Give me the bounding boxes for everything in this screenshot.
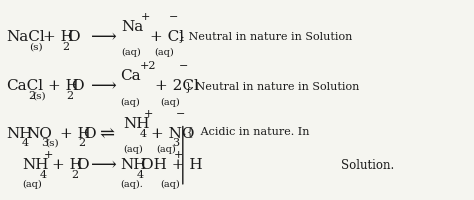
Text: Na: Na (121, 20, 144, 34)
Text: +: + (44, 150, 53, 160)
Text: −: − (176, 109, 185, 119)
Text: −: − (179, 61, 188, 71)
Text: +: + (173, 150, 183, 160)
Text: O: O (83, 127, 96, 141)
Text: 2: 2 (71, 170, 78, 180)
Text: 2: 2 (28, 91, 35, 101)
Text: NH: NH (6, 127, 33, 141)
Text: + H: + H (47, 79, 78, 93)
Text: +: + (144, 109, 153, 119)
Text: + H: + H (52, 158, 83, 172)
Text: NaCl: NaCl (6, 30, 45, 44)
Text: O: O (71, 79, 84, 93)
Text: −: − (169, 12, 178, 22)
Text: CaCl: CaCl (6, 79, 43, 93)
Text: ⟶: ⟶ (91, 156, 117, 174)
Text: 2: 2 (63, 42, 70, 52)
Text: 3: 3 (172, 138, 179, 148)
Text: .{  Acidic in nature. In: .{ Acidic in nature. In (183, 126, 310, 137)
Text: 4: 4 (140, 129, 147, 139)
Text: 2: 2 (78, 138, 85, 148)
Text: ⟶: ⟶ (91, 77, 117, 95)
Text: 4: 4 (39, 170, 46, 180)
Text: (aq): (aq) (123, 145, 143, 154)
Text: (aq): (aq) (121, 48, 141, 57)
Text: 4: 4 (137, 170, 144, 180)
Text: (s): (s) (33, 92, 46, 101)
Text: (aq): (aq) (156, 145, 176, 154)
Text: + Cl: + Cl (150, 30, 184, 44)
Text: NH: NH (120, 158, 146, 172)
Text: NH: NH (23, 158, 49, 172)
Text: + H: + H (43, 30, 74, 44)
Text: (aq): (aq) (161, 97, 181, 107)
Text: O: O (76, 158, 89, 172)
Text: } Neutral in nature in Solution: } Neutral in nature in Solution (178, 31, 353, 42)
Text: + 2Cl: + 2Cl (155, 79, 199, 93)
Text: 4: 4 (22, 138, 29, 148)
Text: (s): (s) (29, 42, 42, 51)
Text: Ca: Ca (120, 69, 141, 83)
Text: OH + H: OH + H (141, 158, 203, 172)
Text: (aq).: (aq). (120, 180, 143, 189)
Text: NH: NH (123, 117, 149, 131)
Text: (aq): (aq) (120, 97, 140, 107)
Text: 2: 2 (66, 91, 73, 101)
Text: (aq): (aq) (23, 180, 42, 189)
Text: + H: + H (60, 127, 91, 141)
Text: } Neutral in nature in Solution: } Neutral in nature in Solution (185, 81, 360, 92)
Text: O: O (67, 30, 80, 44)
Text: Solution.: Solution. (341, 159, 394, 172)
Text: (s): (s) (45, 139, 59, 148)
Text: NO: NO (27, 127, 52, 141)
Text: 3: 3 (41, 138, 48, 148)
Text: ⇌: ⇌ (100, 125, 115, 143)
Text: +: + (140, 12, 150, 22)
Text: +2: +2 (140, 61, 156, 71)
Text: (aq): (aq) (155, 48, 174, 57)
Text: + NO: + NO (151, 127, 195, 141)
Text: (aq): (aq) (161, 180, 181, 189)
Text: ⟶: ⟶ (91, 28, 117, 46)
